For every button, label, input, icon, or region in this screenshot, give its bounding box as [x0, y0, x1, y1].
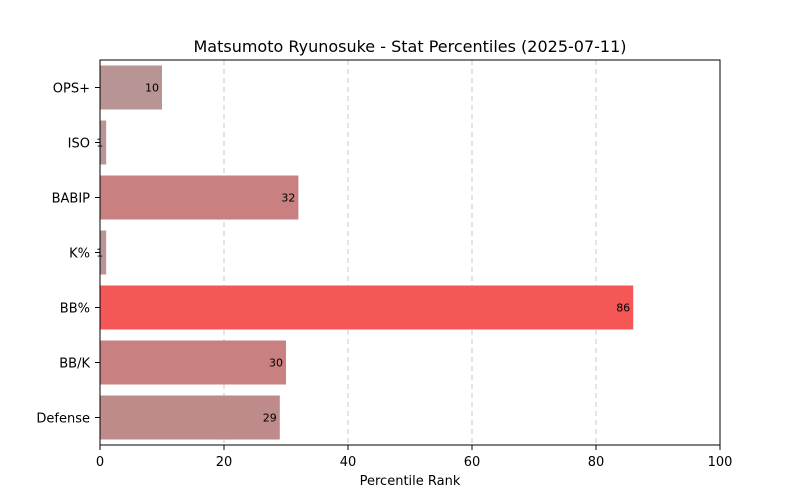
bar — [100, 120, 107, 165]
x-tick-label: 60 — [464, 455, 481, 470]
y-tick-label: K% — [69, 247, 90, 262]
data-label: 10 — [145, 82, 159, 95]
bar — [100, 340, 286, 385]
x-axis-label: Percentile Rank — [360, 474, 461, 489]
bar — [100, 65, 162, 110]
x-tick-label: 100 — [708, 455, 733, 470]
bar — [100, 230, 107, 275]
x-tick-label: 20 — [216, 455, 233, 470]
data-label: 86 — [616, 302, 630, 315]
x-axis-ticks: 0 20 40 60 80 100 — [96, 445, 733, 470]
y-axis-ticks: OPS+ ISO BABIP K% BB% BB/K Defense — [36, 82, 100, 427]
grid-lines — [223, 60, 597, 445]
x-tick-label: 0 — [96, 455, 104, 470]
bar — [100, 285, 634, 330]
bar — [100, 175, 299, 220]
y-tick-label: BABIP — [52, 192, 91, 207]
y-tick-label: BB/K — [59, 357, 90, 372]
data-label: 29 — [263, 412, 277, 425]
plot-frame — [99, 59, 721, 446]
bar — [100, 395, 280, 440]
bars: 101321863029 — [96, 65, 634, 440]
y-tick-label: Defense — [36, 412, 90, 427]
chart-title: Matsumoto Ryunosuke - Stat Percentiles (… — [193, 37, 626, 56]
x-tick-label: 80 — [588, 455, 605, 470]
data-label: 32 — [281, 192, 295, 205]
y-tick-label: BB% — [60, 302, 90, 317]
y-tick-label: OPS+ — [53, 82, 90, 97]
data-label: 30 — [269, 357, 283, 370]
x-tick-label: 40 — [340, 455, 357, 470]
y-tick-label: ISO — [68, 137, 90, 152]
